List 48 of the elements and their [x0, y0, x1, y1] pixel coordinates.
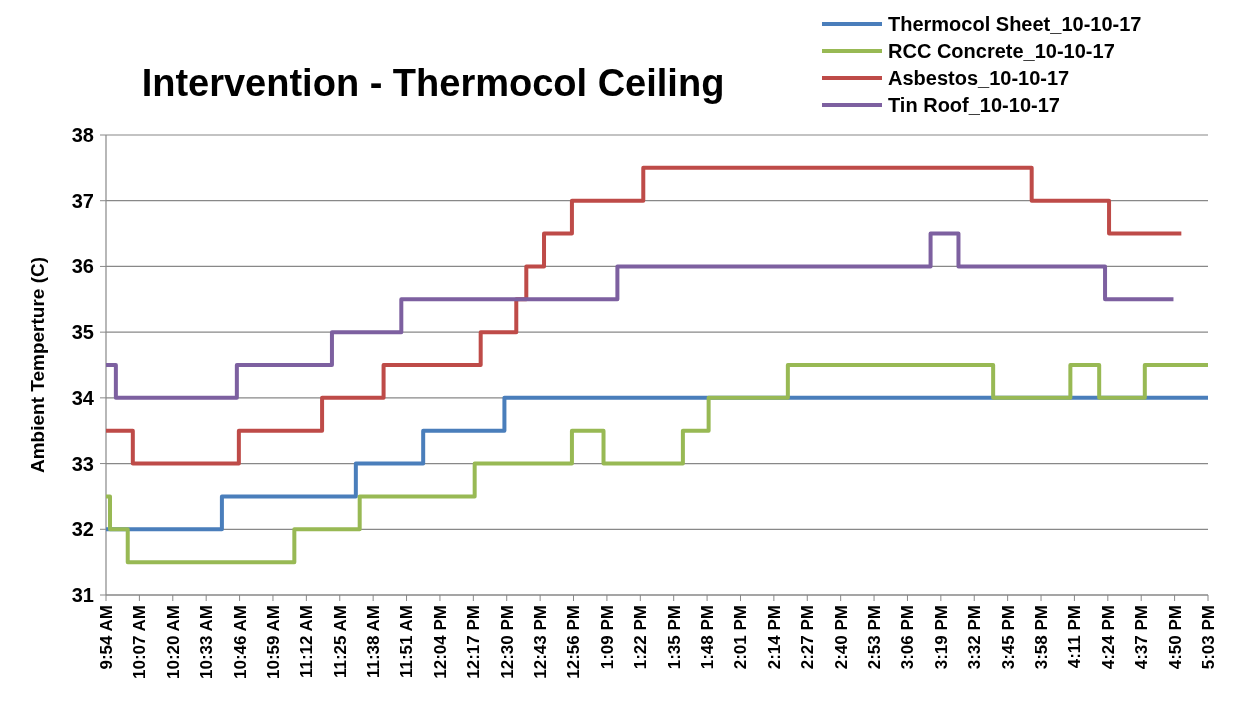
x-tick-label: 4:37 PM: [1132, 605, 1152, 670]
x-tick-label: 10:20 AM: [163, 605, 183, 680]
x-tick-label: 12:17 PM: [464, 605, 484, 679]
x-tick-label: 10:33 AM: [197, 605, 217, 680]
legend-label: Thermocol Sheet_10-10-17: [888, 13, 1142, 35]
y-tick-label: 38: [71, 124, 94, 146]
y-tick-label: 37: [71, 189, 94, 212]
y-tick-label: 31: [71, 584, 94, 606]
x-tick-label: 5:03 PM: [1198, 605, 1218, 670]
x-tick-label: 3:19 PM: [931, 605, 951, 670]
x-tick-label: 2:27 PM: [798, 605, 818, 670]
x-tick-label: 12:56 PM: [564, 605, 584, 679]
x-tick-label: 3:45 PM: [998, 605, 1018, 670]
x-tick-label: 11:51 AM: [397, 605, 417, 679]
legend-label: Asbestos_10-10-17: [888, 67, 1070, 89]
x-tick-label: 11:12 AM: [297, 605, 317, 679]
y-tick-label: 32: [71, 518, 94, 541]
x-tick-label: 12:04 PM: [430, 605, 450, 679]
x-tick-label: 12:43 PM: [531, 605, 551, 679]
x-tick-label: 10:07 AM: [130, 605, 150, 680]
y-tick-label: 33: [71, 452, 94, 475]
legend-label: Tin Roof_10-10-17: [888, 94, 1060, 116]
x-tick-label: 11:25 AM: [330, 605, 350, 679]
x-tick-label: 12:30 PM: [497, 605, 517, 679]
x-tick-label: 9:54 AM: [96, 605, 116, 670]
x-tick-label: 1:22 PM: [631, 605, 651, 670]
x-tick-label: 2:53 PM: [865, 605, 885, 670]
x-tick-label: 10:59 AM: [263, 605, 283, 680]
y-tick-label: 36: [71, 255, 94, 278]
y-tick-label: 35: [71, 321, 94, 344]
legend-label: RCC Concrete_10-10-17: [888, 40, 1115, 62]
x-tick-label: 2:14 PM: [764, 605, 784, 670]
x-tick-label: 1:35 PM: [664, 605, 684, 670]
x-tick-label: 3:06 PM: [898, 605, 918, 670]
x-tick-label: 1:48 PM: [698, 605, 718, 670]
x-tick-label: 3:58 PM: [1031, 605, 1051, 670]
x-tick-label: 4:11 PM: [1065, 605, 1085, 669]
y-tick-label: 34: [71, 386, 95, 409]
x-tick-label: 11:38 AM: [364, 605, 384, 679]
x-tick-label: 10:46 AM: [230, 605, 250, 680]
x-tick-label: 4:24 PM: [1098, 605, 1118, 670]
chart-title: Intervention - Thermocol Ceiling: [141, 62, 725, 104]
x-tick-label: 2:01 PM: [731, 605, 751, 670]
x-tick-label: 2:40 PM: [831, 605, 851, 670]
x-tick-label: 3:32 PM: [965, 605, 985, 670]
y-axis-title: Ambient Temperture (C): [27, 256, 48, 474]
x-tick-label: 4:50 PM: [1165, 605, 1185, 670]
x-tick-label: 1:09 PM: [597, 605, 617, 670]
